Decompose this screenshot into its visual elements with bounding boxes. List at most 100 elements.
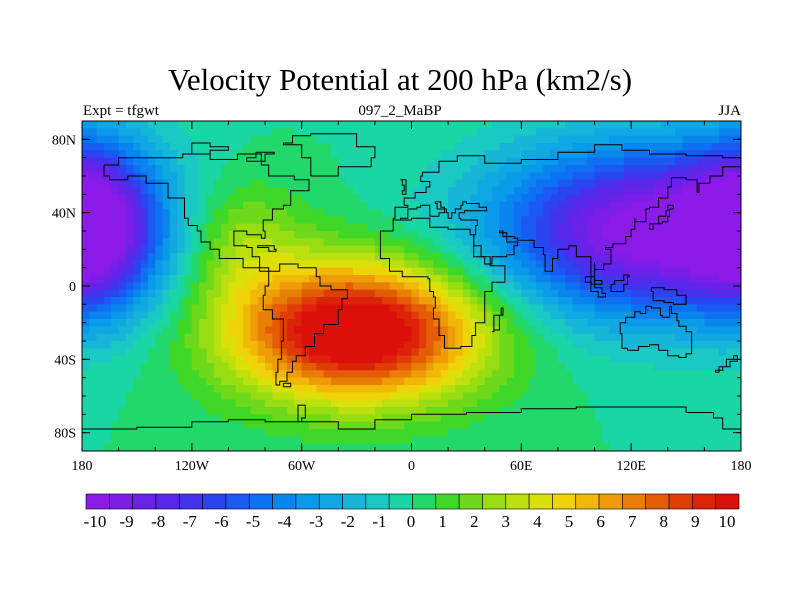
field-cell xyxy=(382,157,391,166)
field-cell xyxy=(697,304,705,313)
field-cell xyxy=(484,414,493,423)
field-cell xyxy=(316,407,325,415)
field-cell xyxy=(125,201,134,210)
field-cell xyxy=(140,304,149,313)
field-cell xyxy=(169,392,178,401)
field-cell xyxy=(726,238,735,247)
field-cell xyxy=(177,150,186,159)
field-cell xyxy=(484,407,493,415)
field-cell xyxy=(206,443,215,451)
field-cell xyxy=(704,333,713,342)
field-cell xyxy=(711,135,720,144)
field-cell xyxy=(360,231,369,239)
field-cell xyxy=(257,377,266,386)
field-cell xyxy=(279,179,288,188)
field-cell xyxy=(653,326,662,335)
field-cell xyxy=(704,238,713,247)
field-cell xyxy=(133,165,142,173)
field-cell xyxy=(543,355,552,364)
field-cell xyxy=(682,267,691,276)
field-cell xyxy=(184,128,193,137)
field-cell xyxy=(265,238,273,247)
field-cell xyxy=(140,165,149,173)
field-cell xyxy=(579,421,588,430)
field-cell xyxy=(726,187,735,195)
field-cell xyxy=(323,238,332,247)
field-cell xyxy=(660,319,669,327)
field-cell xyxy=(404,179,413,188)
field-cell xyxy=(147,260,156,269)
field-cell xyxy=(418,429,427,437)
field-cell xyxy=(470,260,478,269)
field-cell xyxy=(338,407,347,415)
field-cell xyxy=(404,333,413,342)
field-cell xyxy=(396,172,405,181)
field-cell xyxy=(653,289,662,298)
field-cell xyxy=(125,392,134,401)
field-cell xyxy=(557,209,566,217)
field-cell xyxy=(367,128,376,137)
field-cell xyxy=(418,231,427,239)
field-cell xyxy=(235,407,244,415)
field-cell xyxy=(631,282,640,291)
field-cell xyxy=(140,267,149,276)
field-cell xyxy=(631,421,640,430)
field-cell xyxy=(535,355,544,364)
field-cell xyxy=(265,355,273,364)
field-cell xyxy=(594,187,603,195)
field-cell xyxy=(653,333,662,342)
field-cell xyxy=(360,319,369,327)
field-cell xyxy=(499,392,508,401)
field-cell xyxy=(477,370,486,379)
field-cell xyxy=(506,121,515,129)
field-cell xyxy=(279,341,288,349)
field-cell xyxy=(462,128,471,137)
field-cell xyxy=(287,385,295,393)
field-cell xyxy=(601,355,610,364)
field-cell xyxy=(470,172,478,181)
field-cell xyxy=(623,392,632,401)
field-cell xyxy=(89,341,98,349)
field-cell xyxy=(367,348,376,357)
field-cell xyxy=(191,245,200,254)
field-cell xyxy=(653,267,662,276)
field-cell xyxy=(199,297,208,305)
field-cell xyxy=(111,150,120,159)
field-cell xyxy=(565,194,574,203)
field-cell xyxy=(675,172,684,181)
field-cell xyxy=(572,128,581,137)
field-cell xyxy=(250,326,259,335)
field-cell xyxy=(521,209,530,217)
field-cell xyxy=(330,392,339,401)
field-cell xyxy=(719,135,727,144)
field-cell xyxy=(382,238,391,247)
field-cell xyxy=(301,128,310,137)
field-cell xyxy=(682,377,691,386)
field-cell xyxy=(191,201,200,210)
field-cell xyxy=(587,201,596,210)
field-cell xyxy=(316,370,325,379)
field-cell xyxy=(228,399,237,408)
field-cell xyxy=(228,370,237,379)
field-cell xyxy=(184,275,193,283)
field-cell xyxy=(682,165,691,173)
field-cell xyxy=(484,143,493,151)
field-cell xyxy=(609,267,618,276)
field-cell xyxy=(543,260,552,269)
field-cell xyxy=(631,172,640,181)
field-cell xyxy=(616,436,625,445)
field-cell xyxy=(535,201,544,210)
field-cell xyxy=(631,165,640,173)
field-cell xyxy=(184,135,193,144)
field-cell xyxy=(733,275,741,283)
field-cell xyxy=(396,157,405,166)
field-cell xyxy=(704,443,713,451)
field-cell xyxy=(147,341,156,349)
field-cell xyxy=(645,407,654,415)
field-cell xyxy=(455,311,464,320)
field-cell xyxy=(272,253,281,261)
field-cell xyxy=(594,407,603,415)
field-cell xyxy=(667,297,676,305)
field-cell xyxy=(653,187,662,195)
field-cell xyxy=(506,165,515,173)
